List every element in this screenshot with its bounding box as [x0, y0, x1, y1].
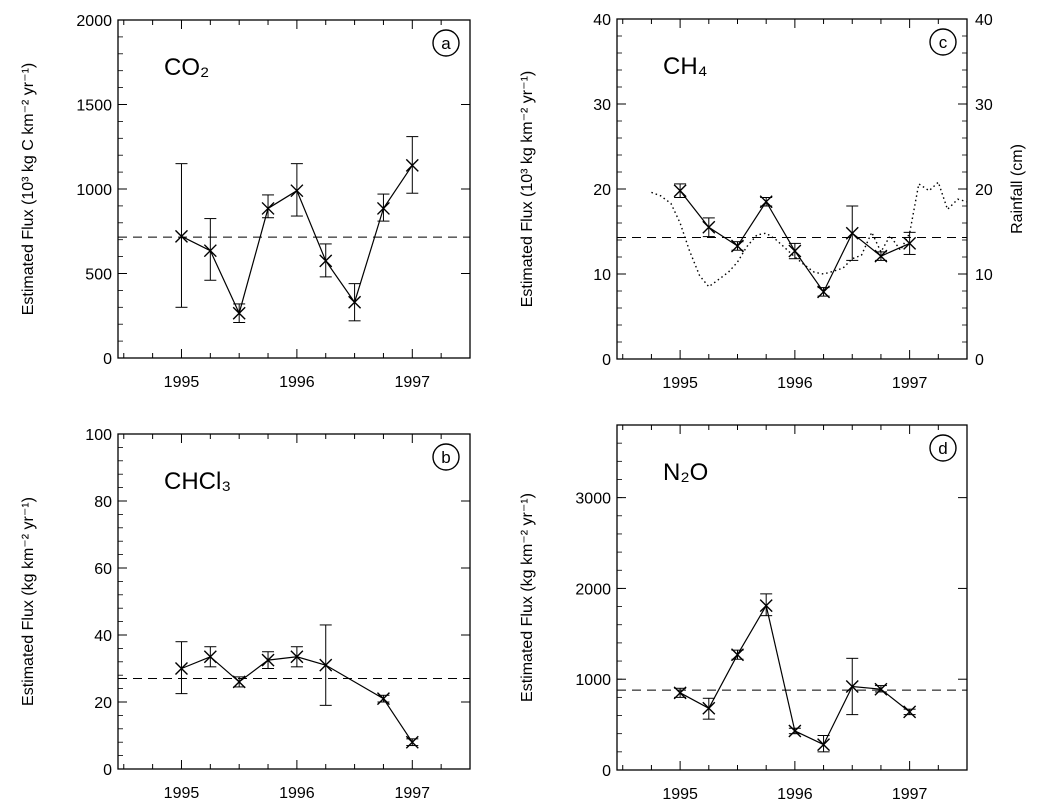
- y-tick-label: 60: [94, 561, 112, 578]
- data-point-marker: [348, 295, 362, 309]
- data-point-marker: [673, 184, 687, 198]
- data-point-marker: [673, 686, 687, 700]
- y-axis-label: Estimated Flux (kg km⁻² yr⁻¹): [519, 493, 536, 702]
- y2-tick-label: 20: [975, 182, 993, 199]
- panel-b: 1995 1996 1997 0 20 40 60 80 100 Estimated Flux (…: [20, 427, 471, 802]
- x-tick-label: 1996: [279, 785, 315, 802]
- x-tick-label: 1996: [777, 375, 813, 392]
- y-tick-label: 0: [602, 352, 611, 369]
- y-tick-label: 20: [593, 182, 611, 199]
- data-point-marker: [232, 675, 246, 689]
- x-tick-label: 1997: [892, 786, 928, 803]
- y-axis-label: Estimated Flux (kg km⁻² yr⁻¹): [20, 497, 37, 706]
- y2-tick-label: 0: [975, 352, 984, 369]
- data-point-marker: [874, 682, 888, 696]
- y-tick-label: 2000: [575, 581, 611, 598]
- panel-title: CHCl₃: [164, 468, 231, 495]
- data-point-marker: [730, 648, 744, 662]
- panel-label: b: [441, 448, 450, 467]
- data-point-marker: [759, 599, 773, 613]
- panel-title: N₂O: [663, 459, 708, 486]
- panel-label-badge: [929, 434, 957, 462]
- data-point-marker: [405, 735, 419, 749]
- y-tick-label: 1000: [575, 672, 611, 689]
- data-point-marker: [290, 650, 304, 664]
- y-tick-label: 100: [85, 427, 112, 444]
- panel-a: 1995 1996 1997 0 500 1000 1500 2000 Estimated Fl…: [20, 13, 471, 391]
- y-tick-label: 0: [103, 351, 112, 368]
- data-point-marker: [261, 201, 275, 215]
- data-point-marker: [903, 705, 917, 719]
- y-tick-label: 2000: [76, 13, 112, 30]
- data-point-marker: [903, 236, 917, 250]
- data-point-marker: [874, 249, 888, 263]
- y-axis-label: Estimated Flux (10³ kg km⁻² yr⁻¹): [519, 71, 536, 307]
- panel-title: CH₄: [663, 53, 707, 80]
- data-point-marker: [730, 239, 744, 253]
- y-tick-label: 1000: [76, 182, 112, 199]
- y-tick-label: 40: [94, 628, 112, 645]
- panel-c: 1995 1996 1997 0 10 20 30 40 0 10 20 30 40 Rainfall (…: [519, 12, 1026, 392]
- panel-label-badge: [432, 29, 460, 57]
- panel-label-badge: [432, 443, 460, 471]
- panel-label-badge: [929, 28, 957, 56]
- x-tick-label: 1995: [662, 786, 698, 803]
- data-point-marker: [203, 244, 217, 258]
- data-point-marker: [376, 201, 390, 215]
- x-tick-label: 1995: [164, 785, 200, 802]
- data-point-marker: [702, 220, 716, 234]
- flux-line: [679, 604, 910, 746]
- data-point-marker: [759, 195, 773, 209]
- y2-tick-label: 30: [975, 97, 993, 114]
- x-tick-label: 1997: [394, 374, 430, 391]
- panel-d: 1995 1996 1997 0 1000 2000 3000 Estimated Flux …: [519, 424, 968, 803]
- x-tick-label: 1995: [662, 375, 698, 392]
- data-point-marker: [405, 158, 419, 172]
- data-point-marker: [232, 306, 246, 320]
- x-tick-label: 1997: [394, 785, 430, 802]
- panel-label: a: [441, 34, 451, 53]
- data-point-marker: [817, 285, 831, 299]
- flux-line: [181, 656, 413, 743]
- x-tick-label: 1997: [892, 375, 928, 392]
- y2-tick-label: 10: [975, 267, 993, 284]
- data-point-marker: [319, 658, 333, 672]
- plot-frame: [616, 424, 968, 771]
- y2-tick-label: 40: [975, 12, 993, 29]
- plot-frame: [117, 433, 471, 770]
- flux-line: [679, 190, 910, 294]
- data-point-marker: [319, 254, 333, 268]
- data-point-marker: [702, 701, 716, 715]
- x-tick-label: 1996: [777, 786, 813, 803]
- data-point-marker: [290, 184, 304, 198]
- data-point-marker: [261, 653, 275, 667]
- y-tick-label: 500: [85, 267, 112, 284]
- y-axis-label: Estimated Flux (10³ kg C km⁻² yr⁻¹): [20, 63, 37, 315]
- data-point-marker: [788, 724, 802, 738]
- panel-title: CO₂: [164, 54, 209, 81]
- data-point-marker: [845, 679, 859, 693]
- data-point-marker: [203, 650, 217, 664]
- data-point-marker: [174, 229, 188, 243]
- data-point-marker: [788, 244, 802, 258]
- y-tick-label: 3000: [575, 491, 611, 508]
- y-tick-label: 0: [103, 762, 112, 779]
- y-tick-label: 10: [593, 267, 611, 284]
- y-tick-label: 20: [94, 695, 112, 712]
- y2-axis-label: Rainfall (cm): [1009, 144, 1026, 234]
- y-tick-label: 40: [593, 12, 611, 29]
- y-tick-label: 80: [94, 494, 112, 511]
- data-point-marker: [174, 662, 188, 675]
- panel-label: c: [939, 33, 948, 52]
- y-tick-label: 0: [602, 763, 611, 780]
- x-tick-label: 1996: [279, 374, 315, 391]
- x-tick-label: 1995: [164, 374, 200, 391]
- y-tick-label: 1500: [76, 98, 112, 115]
- y-tick-label: 30: [593, 97, 611, 114]
- data-point-marker: [376, 692, 390, 706]
- panel-label: d: [938, 439, 947, 458]
- data-point-marker: [845, 226, 859, 240]
- data-point-marker: [817, 738, 831, 752]
